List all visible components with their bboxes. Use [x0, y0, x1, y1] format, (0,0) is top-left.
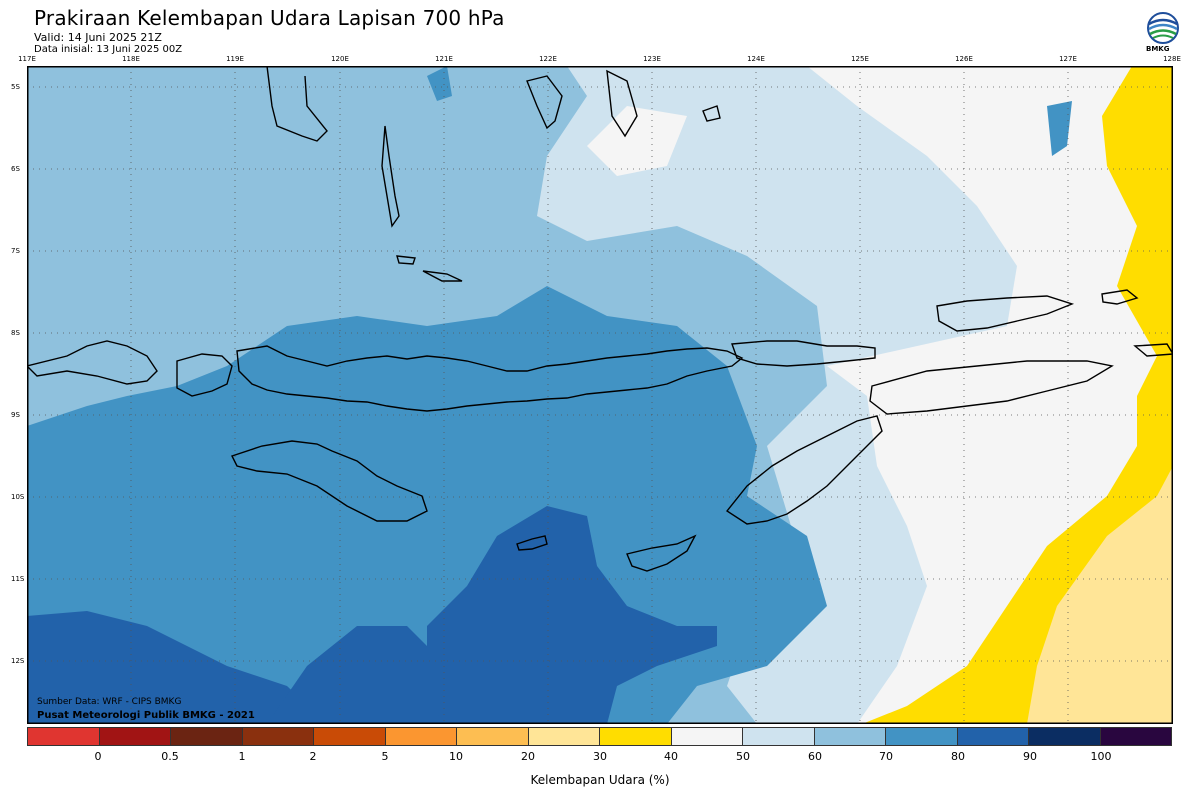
colorbar-segment	[528, 728, 600, 745]
colorbar-label: 1	[238, 750, 246, 763]
humidity-40-50-blob	[587, 106, 687, 176]
humidity-80-90-core-sw	[27, 611, 327, 724]
colorbar	[27, 727, 1172, 746]
lon-label: 127E	[1059, 55, 1077, 63]
colorbar-label: 80	[951, 750, 965, 763]
lat-label: 9S	[11, 411, 20, 419]
lat-label: 6S	[11, 165, 20, 173]
map-title: Prakiraan Kelembapan Udara Lapisan 700 h…	[34, 6, 505, 30]
colorbar-segment	[957, 728, 1029, 745]
lat-label: 11S	[11, 575, 25, 583]
colorbar-segment	[814, 728, 886, 745]
colorbar-label: 100	[1090, 750, 1112, 763]
colorbar-segment	[671, 728, 743, 745]
graticule	[27, 66, 1173, 724]
colorbar-label: 30	[593, 750, 607, 763]
valid-time: Valid: 14 Juni 2025 21Z	[34, 31, 162, 44]
lon-label: 125E	[851, 55, 869, 63]
humidity-map	[27, 66, 1173, 724]
colorbar-label: 10	[449, 750, 463, 763]
lon-label: 117E	[18, 55, 36, 63]
colorbar-label: 70	[879, 750, 893, 763]
data-source: Sumber Data: WRF - CIPS BMKG	[37, 697, 182, 707]
colorbar-segment	[99, 728, 171, 745]
colorbar-segment	[1100, 728, 1171, 745]
humidity-70-80-blob	[427, 66, 452, 101]
colorbar-segment	[242, 728, 314, 745]
colorbar-label: 0.5	[161, 750, 179, 763]
colorbar-segment	[1029, 728, 1101, 745]
lat-label: 7S	[11, 247, 20, 255]
lon-label: 126E	[955, 55, 973, 63]
producer-credit: Pusat Meteorologi Publik BMKG - 2021	[37, 710, 255, 721]
humidity-80-90-core-south	[427, 506, 717, 724]
lon-label: 121E	[435, 55, 453, 63]
colorbar-segment	[600, 728, 672, 745]
colorbar-label: 20	[521, 750, 535, 763]
colorbar-label: 60	[808, 750, 822, 763]
humidity-20-30-area	[1027, 466, 1173, 724]
logo-text: BMKG	[1146, 45, 1170, 53]
lon-label: 122E	[539, 55, 557, 63]
lon-label: 128E	[1163, 55, 1181, 63]
colorbar-label: 5	[381, 750, 389, 763]
init-time: Data inisial: 13 Juni 2025 00Z	[34, 44, 183, 55]
colorbar-label: 2	[309, 750, 317, 763]
lon-label: 123E	[643, 55, 661, 63]
bmkg-logo-icon	[1147, 12, 1179, 44]
coastlines	[27, 66, 1173, 572]
lon-label: 120E	[331, 55, 349, 63]
lon-label: 124E	[747, 55, 765, 63]
lat-label: 10S	[11, 493, 25, 501]
lat-label: 8S	[11, 329, 20, 337]
colorbar-label: 90	[1023, 750, 1037, 763]
colorbar-label: 50	[736, 750, 750, 763]
colorbar-title: Kelembapan Udara (%)	[530, 773, 670, 787]
colorbar-segment	[28, 728, 100, 745]
colorbar-segment	[743, 728, 815, 745]
humidity-80-90-core-w	[267, 626, 447, 724]
colorbar-segment	[171, 728, 243, 745]
colorbar-segment	[385, 728, 457, 745]
humidity-70-80-blob-e	[1047, 101, 1072, 156]
lat-label: 12S	[11, 657, 25, 665]
colorbar-segment	[457, 728, 529, 745]
colorbar-segment	[886, 728, 958, 745]
colorbar-label: 40	[664, 750, 678, 763]
colorbar-segment	[314, 728, 386, 745]
colorbar-label: 0	[94, 750, 102, 763]
lat-label: 5S	[11, 83, 20, 91]
lon-label: 119E	[226, 55, 244, 63]
lon-label: 118E	[122, 55, 140, 63]
humidity-40-50-east	[887, 326, 1127, 546]
